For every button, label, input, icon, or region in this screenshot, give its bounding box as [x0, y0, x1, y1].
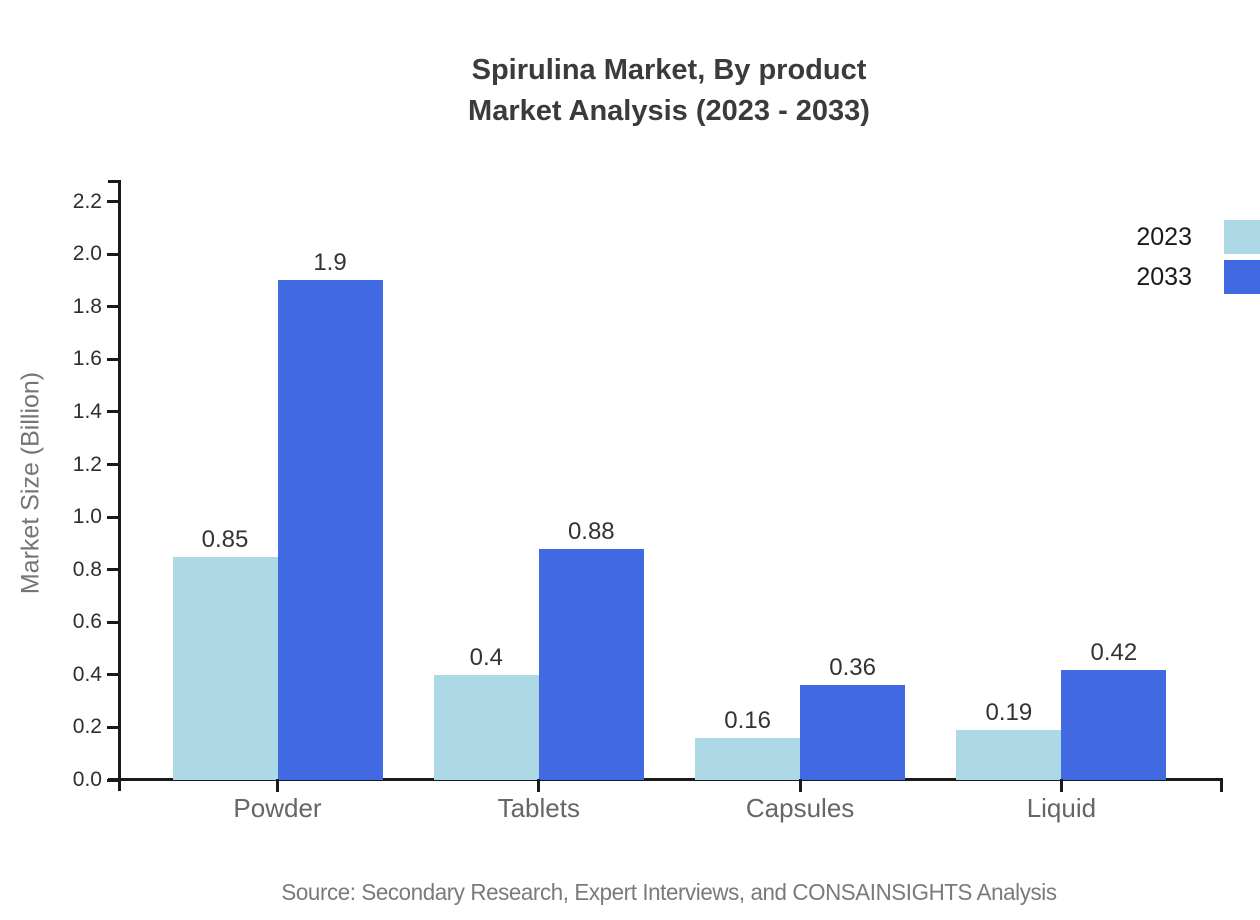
x-axis-line: [108, 778, 1223, 781]
category-label-powder: Powder: [233, 793, 322, 823]
y-tick-label: 0.0: [72, 768, 102, 791]
x-tick-mark-powder: [276, 779, 279, 792]
bar-2033-liquid: [1061, 669, 1167, 780]
y-tick-label: 0.8: [72, 557, 102, 581]
bar-2033-capsules: [800, 685, 906, 780]
legend-swatch-2023: [1224, 220, 1260, 254]
value-label-2023-liquid: 0.19: [985, 699, 1033, 727]
chart-title-line1: Spirulina Market, By product: [471, 54, 867, 86]
y-tick-mark: [107, 410, 119, 414]
x-axis-end-tick: [1220, 778, 1223, 792]
y-tick-mark: [107, 778, 119, 782]
y-tick-label: 0.2: [72, 715, 102, 739]
bar-2033-tablets: [538, 548, 644, 780]
y-tick-mark: [107, 725, 119, 729]
y-tick-label: 1.0: [72, 505, 102, 529]
bar-2023-liquid: [956, 730, 1062, 780]
y-tick-mark: [107, 620, 119, 624]
y-tick-mark: [107, 357, 119, 361]
legend-swatch-2033: [1224, 260, 1260, 294]
category-label-capsules: Capsules: [745, 793, 855, 823]
x-tick-mark-liquid: [1059, 779, 1063, 792]
y-tick-label: 2.2: [72, 189, 102, 213]
value-label-2033-powder: 1.9: [313, 249, 347, 277]
bar-2023-tablets: [433, 674, 539, 780]
y-tick-mark: [107, 515, 119, 519]
value-label-2033-tablets: 0.88: [567, 517, 615, 545]
y-tick-label: 1.2: [72, 452, 102, 476]
chart-title-line2: Market Analysis (2023 - 2033): [468, 95, 870, 127]
y-tick-mark: [107, 673, 119, 677]
y-tick-mark: [107, 305, 119, 309]
source-note: Source: Secondary Research, Expert Inter…: [281, 879, 1057, 905]
legend-label-2033: 2033: [1136, 263, 1192, 291]
bar-2023-capsules: [695, 737, 801, 780]
category-label-liquid: Liquid: [1026, 793, 1097, 823]
y-tick-mark: [107, 568, 119, 572]
x-tick-mark-capsules: [798, 779, 802, 792]
value-label-2033-liquid: 0.42: [1090, 638, 1138, 666]
y-tick-mark: [107, 200, 119, 204]
y-tick-mark: [107, 252, 119, 256]
value-label-2023-capsules: 0.16: [724, 706, 771, 734]
y-tick-label: 1.6: [72, 347, 102, 371]
bar-2023-powder: [172, 556, 278, 780]
x-tick-mark-tablets: [537, 779, 541, 792]
category-label-tablets: Tablets: [497, 793, 580, 823]
y-tick-mark: [107, 463, 119, 467]
legend-label-2023: 2023: [1136, 223, 1192, 251]
y-tick-label: 2.0: [72, 242, 102, 266]
y-tick-label: 1.4: [72, 399, 102, 423]
y-tick-label: 0.6: [72, 610, 102, 634]
y-tick-label: 0.4: [72, 662, 102, 686]
y-axis-line: [118, 181, 121, 791]
value-label-2033-capsules: 0.36: [829, 654, 876, 682]
chart-title: Spirulina Market, By product Market Anal…: [468, 50, 870, 132]
value-label-2023-tablets: 0.4: [469, 643, 503, 671]
y-tick-label: 1.8: [72, 294, 102, 318]
bar-2033-powder: [277, 280, 383, 780]
y-axis-end-tick: [108, 180, 121, 183]
value-label-2023-powder: 0.85: [201, 525, 249, 553]
